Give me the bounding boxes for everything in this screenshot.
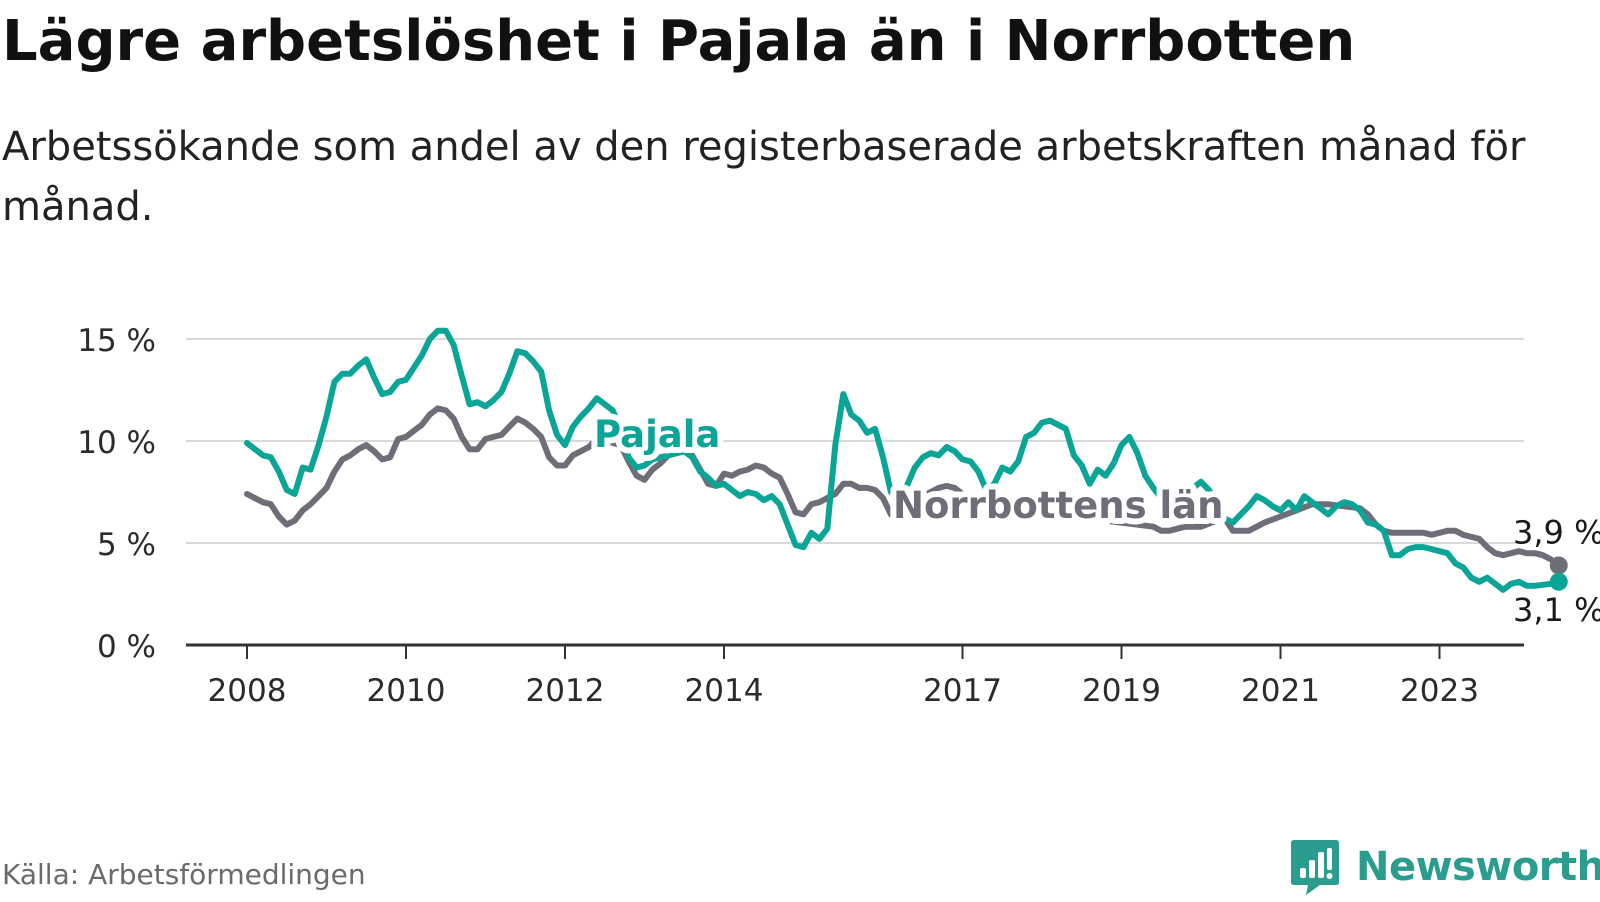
y-tick-label: 0 %	[97, 629, 156, 665]
x-axis: 2008 2010 2012 2014 2017 2019 2021 2023	[186, 643, 1524, 709]
endpoint-norrbotten-value: 3,9 %	[1513, 513, 1600, 551]
series-label-pajala: Pajala	[594, 413, 720, 456]
brand-name: Newsworthy	[1356, 844, 1600, 890]
grid-layer	[186, 338, 1524, 544]
brand-logo[interactable]: Newsworthy	[1290, 832, 1600, 902]
endpoint-pajala-dot	[1549, 572, 1568, 591]
endpoint-pajala-value: 3,1 %	[1513, 591, 1600, 629]
endpoint-norrbotten-dot	[1549, 556, 1568, 575]
y-tick-label: 10 %	[77, 425, 156, 461]
x-tick-label: 2014	[685, 673, 764, 709]
endpoints: 3,9 % 3,1 %	[1513, 513, 1600, 628]
x-tick-label: 2017	[923, 673, 1002, 709]
page-subtitle: Arbetssökande som andel av den registerb…	[2, 124, 1526, 230]
series-label-norrbotten-halo: Norrbottens län	[893, 484, 1224, 527]
page-title: Lägre arbetslöshet i Pajala än i Norrbot…	[2, 9, 1356, 74]
y-tick-label: 5 %	[97, 527, 156, 563]
series-line-pajala	[244, 327, 1562, 593]
x-tick-label: 2023	[1400, 673, 1479, 709]
series-layer	[244, 327, 1562, 593]
source-note: Källa: Arbetsförmedlingen	[2, 858, 366, 891]
newsworthy-logo-icon	[1291, 840, 1339, 895]
x-tick-label: 2021	[1241, 673, 1320, 709]
x-tick-label: 2012	[526, 673, 605, 709]
series-label-norrbotten: Norrbottens län	[893, 484, 1224, 527]
series-label-pajala-halo: Pajala	[594, 413, 720, 456]
x-tick-label: 2019	[1082, 673, 1161, 709]
x-tick-label: 2008	[208, 673, 287, 709]
x-tick-label: 2010	[367, 673, 446, 709]
y-axis-labels: 0 % 5 % 10 % 15 %	[77, 323, 156, 665]
y-tick-label: 15 %	[77, 323, 156, 359]
